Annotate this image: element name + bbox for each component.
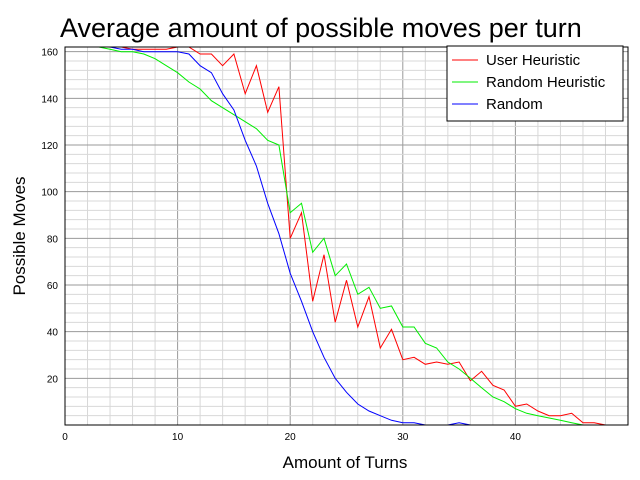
y-tick-label: 40 [47, 328, 59, 339]
y-tick-label: 20 [47, 374, 59, 385]
legend-label-user-heuristic: User Heuristic [486, 52, 581, 69]
x-tick-label: 20 [285, 432, 297, 443]
x-tick-label: 0 [62, 432, 68, 443]
legend-item-user-heuristic: User Heuristic [452, 52, 581, 69]
y-axis-label: Possible Moves [10, 176, 29, 295]
y-tick-label: 140 [41, 94, 58, 105]
y-tick-label: 80 [47, 234, 59, 245]
chart-title: Average amount of possible moves per tur… [60, 13, 582, 43]
series-lines [65, 46, 606, 426]
y-tick-label: 120 [41, 141, 58, 152]
legend-item-random: Random [452, 96, 543, 113]
series-line-user-heuristic [65, 46, 606, 426]
y-tick-label: 100 [41, 188, 58, 199]
y-tick-label: 60 [47, 281, 59, 292]
y-tick-label: 160 [41, 48, 58, 59]
grid [65, 47, 628, 425]
axis-ticks: 0 10 20 30 40 20 40 60 80 100 120 140 160 [41, 48, 521, 443]
legend: User Heuristic Random Heuristic Random [446, 45, 624, 122]
series-line-random [65, 46, 482, 426]
x-axis-label: Amount of Turns [283, 453, 408, 472]
legend-item-random-heuristic: Random Heuristic [452, 74, 606, 91]
plot-frame [64, 46, 629, 426]
legend-box [446, 45, 624, 122]
legend-label-random-heuristic: Random Heuristic [486, 74, 606, 91]
x-tick-label: 40 [510, 432, 522, 443]
series-line-random-heuristic [65, 46, 595, 426]
legend-label-random: Random [486, 96, 543, 113]
x-tick-label: 30 [397, 432, 409, 443]
x-tick-label: 10 [172, 432, 184, 443]
